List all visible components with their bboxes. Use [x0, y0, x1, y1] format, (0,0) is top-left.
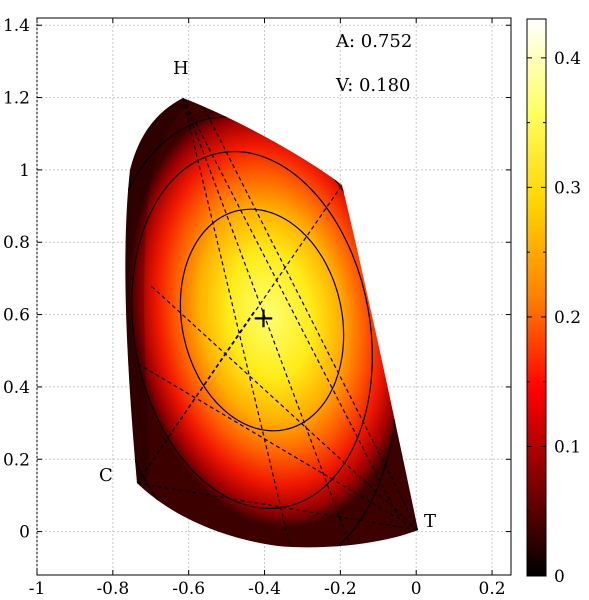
colorbar-tick-label: 0.4: [554, 49, 581, 69]
dashed-line: [199, 99, 418, 531]
color-field: [125, 98, 418, 548]
x-tick-label: -0.8: [96, 579, 129, 599]
vertex-label-h: H: [173, 58, 189, 79]
dashed-line: [182, 98, 401, 521]
y-tick-label: 0.8: [3, 233, 30, 253]
y-tick-label: 1.4: [3, 16, 30, 36]
x-tick-label: -0.4: [248, 579, 281, 599]
colorbar-tick-label: 0.3: [554, 178, 581, 198]
colorbar: [526, 18, 547, 577]
colorbar-tick-label: 0.2: [554, 308, 581, 328]
dashed-line: [136, 482, 418, 531]
y-tick-label: 0: [19, 523, 30, 543]
annotation-v: V: 0.180: [335, 75, 411, 96]
x-tick-label: -1: [29, 579, 46, 599]
colorbar-axis: 0 0.1 0.2 0.3 0.4: [527, 49, 581, 587]
y-tick-label: 0.2: [3, 450, 30, 470]
y-tick-label: 0.4: [3, 378, 30, 398]
dashed-line: [139, 364, 418, 531]
vertex-label-c: C: [99, 465, 113, 486]
x-tick-label: 0: [411, 579, 422, 599]
x-tick-label: 0.2: [479, 579, 506, 599]
dashed-line: [136, 184, 343, 484]
triangle-lines: [136, 98, 418, 547]
dashed-line: [182, 98, 351, 546]
annotation-a: A: 0.752: [335, 31, 412, 52]
x-axis: -1 -0.8 -0.6 -0.4 -0.2 0 0.2: [29, 18, 506, 599]
field-dark-left-edge: [125, 98, 190, 484]
y-tick-label: 1.2: [3, 89, 30, 109]
y-tick-label: 1: [19, 161, 30, 181]
y-axis: 0 0.2 0.4 0.6 0.8 1 1.2 1.4: [3, 16, 511, 543]
dashed-line: [149, 284, 418, 531]
x-tick-label: -0.2: [324, 579, 357, 599]
colorbar-tick-label: 0: [554, 567, 565, 587]
maximum-marker: +: [252, 301, 275, 334]
x-tick-label: -0.6: [172, 579, 205, 599]
y-tick-label: 0.6: [3, 306, 30, 326]
colorbar-tick-label: 0.1: [554, 437, 581, 457]
contour-line: [179, 208, 345, 432]
vertex-label-t: T: [424, 511, 436, 532]
